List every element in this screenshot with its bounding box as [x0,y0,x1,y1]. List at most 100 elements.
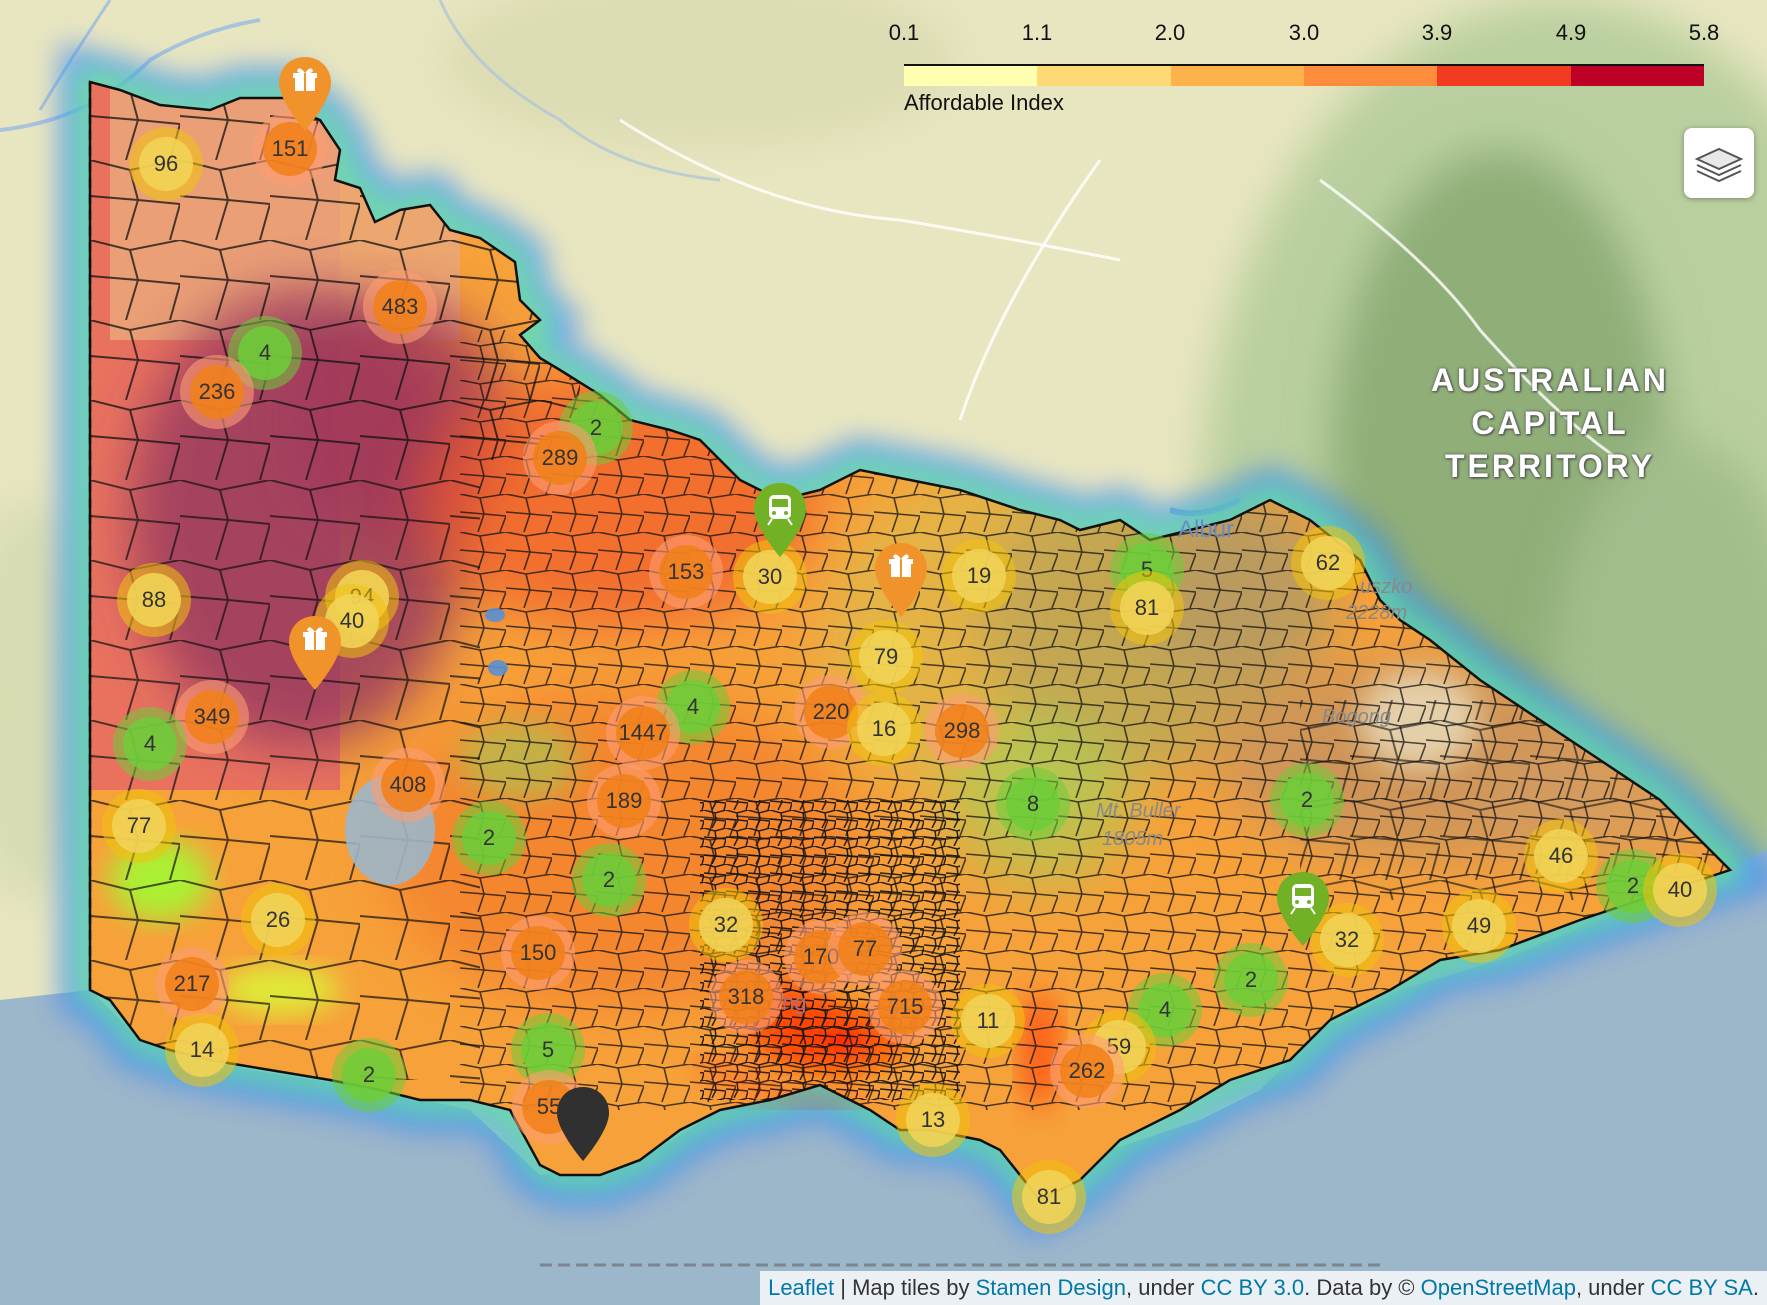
train-marker[interactable] [1275,870,1331,948]
attribution-text: | Map tiles by [834,1275,976,1300]
cc-by-sa-link[interactable]: CC BY SA [1650,1275,1753,1300]
marker-cluster[interactable]: 11 [951,984,1025,1058]
marker-cluster[interactable]: 46 [1524,819,1598,893]
marker-cluster[interactable]: 14 [165,1013,239,1087]
legend-tick: 5.8 [1688,20,1720,45]
gift-marker[interactable] [873,541,929,619]
cluster-count: 11 [961,994,1015,1048]
cluster-count: 153 [659,545,713,599]
attribution-text: , under [1126,1275,1201,1300]
marker-cluster[interactable]: 4 [113,707,187,781]
train-icon [1277,872,1329,946]
buller-label: Mt. Buller [1096,800,1181,822]
marker-cluster[interactable]: 26 [241,883,315,957]
marker-cluster[interactable]: 2 [572,843,646,917]
act-region-label: AUSTRALIAN CAPITAL TERRITORY [1420,362,1680,485]
marker-cluster[interactable]: 49 [1442,889,1516,963]
marker-cluster[interactable]: 217 [155,947,229,1021]
marker-cluster[interactable]: 349 [175,680,249,754]
pin-icon [557,1087,609,1161]
cluster-count: 46 [1534,829,1588,883]
marker-cluster[interactable]: 81 [1110,571,1184,645]
cluster-count: 49 [1452,899,1506,953]
gift-marker[interactable] [287,614,343,692]
marker-cluster[interactable]: 189 [587,764,661,838]
legend-tick: 3.9 [1421,20,1453,45]
cluster-count: 26 [251,893,305,947]
cluster-count: 298 [935,704,989,758]
marker-cluster[interactable]: 16 [847,692,921,766]
gift-icon [289,616,341,690]
legend-tick: 3.0 [1288,20,1320,45]
cluster-count: 1447 [616,706,670,760]
gift-marker[interactable] [277,55,333,133]
leaflet-link[interactable]: Leaflet [768,1275,835,1300]
cluster-count: 2 [1224,953,1278,1007]
osm-link[interactable]: OpenStreetMap [1420,1275,1576,1300]
legend-swatch [1303,64,1438,86]
cluster-count: 151 [263,122,317,176]
marker-cluster[interactable]: 79 [849,620,923,694]
marker-cluster[interactable]: 1447 [606,696,680,770]
layers-control-button[interactable] [1684,128,1754,198]
marker-cluster[interactable]: 88 [117,563,191,637]
cc-by-link[interactable]: CC BY 3.0 [1200,1275,1305,1300]
legend-tick: 4.9 [1555,20,1587,45]
marker-cluster[interactable]: 62 [1291,526,1365,600]
cluster-count: 189 [597,774,651,828]
cluster-count: 2 [342,1048,396,1102]
cluster-count: 4 [238,326,292,380]
stamen-link[interactable]: Stamen Design [975,1275,1126,1300]
cluster-count: 4 [666,680,720,734]
marker-cluster[interactable]: 151 [253,112,327,186]
cluster-count: 13 [906,1093,960,1147]
marker-cluster[interactable]: 236 [180,355,254,429]
marker-cluster[interactable]: 40 [315,584,389,658]
marker-cluster[interactable]: 153 [649,535,723,609]
cluster-count: 150 [511,926,565,980]
location-pin-marker[interactable] [555,1085,611,1163]
marker-cluster[interactable]: 81 [1012,1160,1086,1234]
cluster-count: 262 [1060,1044,1114,1098]
marker-cluster[interactable]: 2 [332,1038,406,1112]
marker-cluster[interactable]: 289 [523,421,597,495]
marker-cluster[interactable]: 298 [925,694,999,768]
marker-cluster[interactable]: 2 [452,801,526,875]
act-label-line3: TERRITORY [1444,448,1656,484]
marker-cluster[interactable]: 32 [689,888,763,962]
marker-cluster[interactable]: 13 [896,1083,970,1157]
marker-cluster[interactable]: 40 [1643,853,1717,927]
marker-cluster[interactable]: 77 [102,789,176,863]
marker-cluster[interactable]: 408 [371,748,445,822]
cluster-count: 81 [1022,1170,1076,1224]
marker-cluster[interactable]: 262 [1050,1034,1124,1108]
gift-icon [875,543,927,617]
marker-cluster[interactable]: 483 [363,270,437,344]
kosciuszko-elevation-label: 2228m [1346,602,1408,624]
act-label-line1: AUSTRALIAN [1431,362,1669,398]
marker-cluster[interactable]: 19 [942,539,1016,613]
affordable-index-legend: 0.1 1.1 2.0 3.0 3.9 4.9 5.8 Affordable I… [880,18,1740,115]
marker-cluster[interactable]: 5 [511,1013,585,1087]
attribution-text: . [1752,1275,1759,1300]
cluster-count: 77 [112,799,166,853]
cluster-count: 5 [521,1023,575,1077]
marker-cluster[interactable]: 2 [1270,763,1344,837]
cluster-count: 408 [381,758,435,812]
cluster-count: 77 [838,922,892,976]
marker-cluster[interactable]: 30 [733,540,807,614]
legend-tick: 0.1 [888,20,920,45]
train-marker[interactable] [752,481,808,559]
marker-cluster[interactable]: 8 [996,767,1070,841]
act-label-line2: CAPITAL [1471,405,1629,441]
marker-cluster[interactable]: 318 [709,960,783,1034]
marker-cluster[interactable]: 96 [129,127,203,201]
marker-cluster[interactable]: 2 [1214,943,1288,1017]
attribution-text: , under [1575,1275,1651,1300]
cluster-count: 62 [1301,536,1355,590]
legend-swatch [1570,64,1704,86]
marker-cluster[interactable]: 715 [868,970,942,1044]
marker-cluster[interactable]: 150 [501,916,575,990]
